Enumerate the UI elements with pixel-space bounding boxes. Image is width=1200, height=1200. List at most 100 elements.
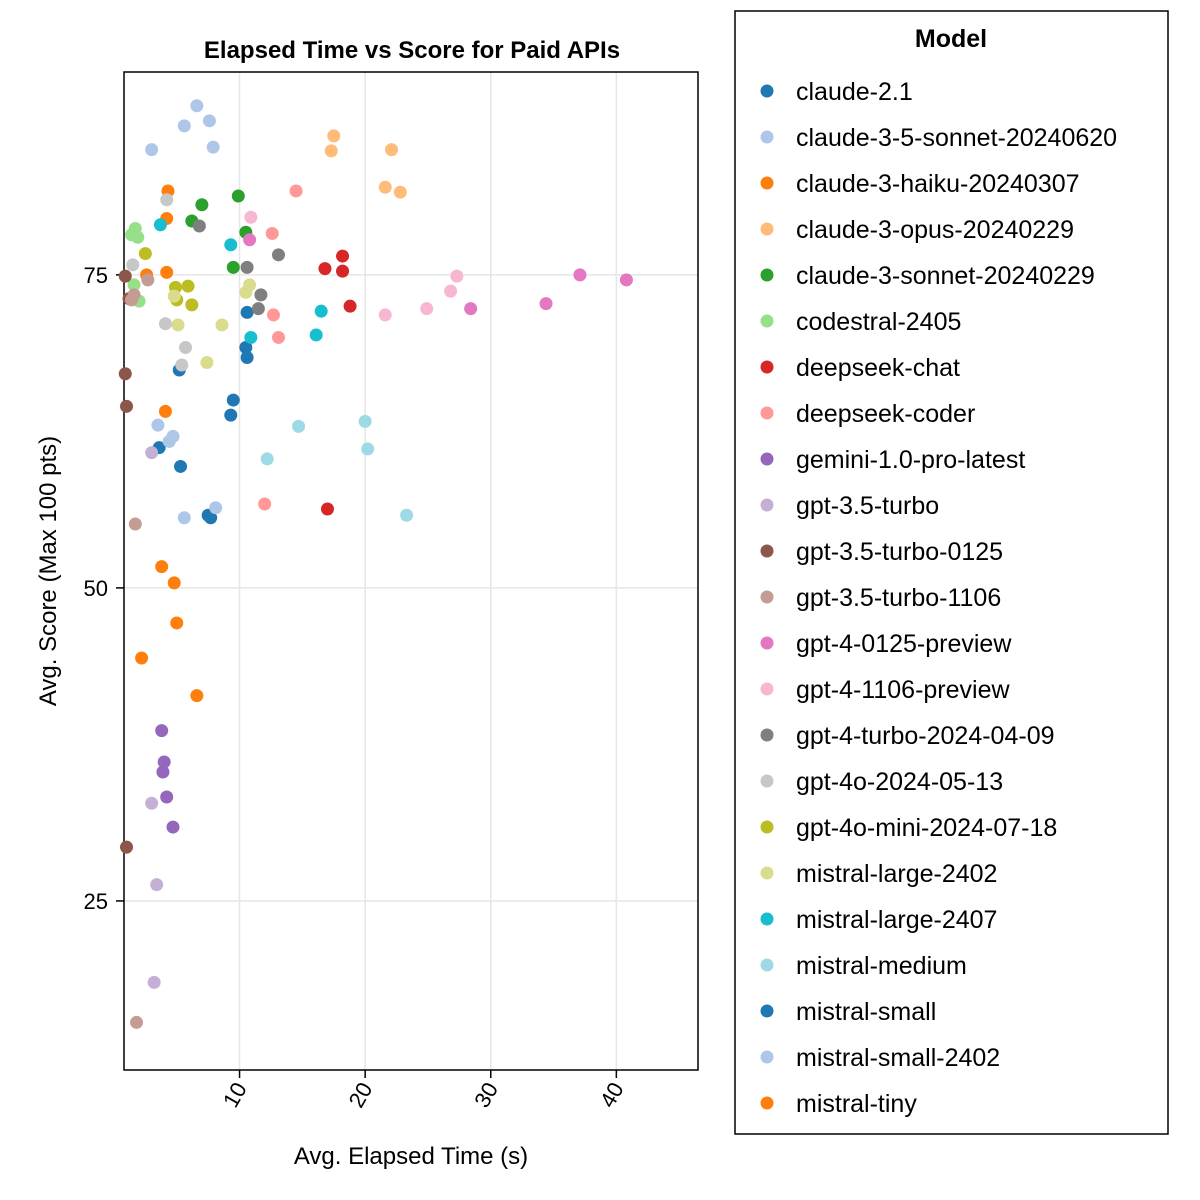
- data-point-mistral-tiny: [170, 616, 184, 630]
- data-point-deepseek-chat: [343, 299, 357, 313]
- data-point-mistral-large-2407: [309, 328, 323, 342]
- data-point-mistral-large-2407: [153, 218, 167, 232]
- data-point-claude-3-sonnet-20240229: [231, 189, 245, 203]
- legend-marker: [760, 1050, 774, 1064]
- data-point-codestral-2405: [127, 278, 141, 292]
- data-point-gpt-4-turbo-2024-04-09: [240, 260, 254, 274]
- data-point-gpt-4o-2024-05-13: [126, 258, 140, 272]
- data-point-deepseek-chat: [318, 262, 332, 276]
- legend-marker: [760, 590, 774, 604]
- data-point-gpt-4o-mini-2024-07-18: [138, 247, 152, 261]
- legend-marker: [760, 498, 774, 512]
- data-point-gpt-3-5-turbo-1106: [130, 1015, 144, 1029]
- legend-marker: [760, 1096, 774, 1110]
- data-point-deepseek-coder: [266, 308, 280, 322]
- data-point-claude-3-opus-20240229: [324, 144, 338, 158]
- data-point-gpt-4-1106-preview: [244, 210, 258, 224]
- data-point-claude-3-5-sonnet-20240620: [190, 99, 204, 113]
- legend-label: gpt-3.5-turbo-0125: [796, 538, 1003, 566]
- data-point-gemini-1-0-pro-latest: [157, 755, 171, 769]
- data-point-gpt-4-1106-preview: [450, 269, 464, 283]
- legend-marker: [760, 958, 774, 972]
- data-point-mistral-medium: [292, 419, 306, 433]
- data-point-mistral-medium: [260, 452, 274, 466]
- data-point-deepseek-coder: [258, 497, 272, 511]
- data-point-gpt-3-5-turbo-0125: [118, 367, 132, 381]
- data-point-gpt-3-5-turbo: [147, 975, 161, 989]
- data-point-gpt-3-5-turbo-1106: [141, 273, 155, 287]
- legend-title: Model: [915, 25, 987, 53]
- data-point-claude-3-sonnet-20240229: [195, 198, 209, 212]
- x-axis-label: Avg. Elapsed Time (s): [294, 1143, 528, 1170]
- y-tick-label: 75: [84, 263, 108, 288]
- y-tick-label: 25: [84, 889, 108, 914]
- data-point-deepseek-coder: [289, 184, 303, 198]
- data-point-codestral-2405: [131, 230, 145, 244]
- data-point-claude-3-opus-20240229: [385, 143, 399, 157]
- data-point-mistral-large-2402: [239, 285, 253, 299]
- data-points: [118, 99, 633, 1029]
- data-point-claude-3-opus-20240229: [327, 129, 341, 143]
- data-point-claude-2-1: [204, 511, 218, 525]
- legend-frame: [734, 10, 1169, 1135]
- data-point-claude-3-5-sonnet-20240620: [166, 429, 180, 443]
- data-point-gpt-3-5-turbo-0125: [120, 399, 134, 413]
- legend-marker: [760, 360, 774, 374]
- data-point-gpt-3-5-turbo-1106: [128, 517, 142, 531]
- data-point-gpt-4-1106-preview: [378, 308, 392, 322]
- data-point-gpt-3-5-turbo-1106: [125, 293, 139, 307]
- data-point-gpt-4o-2024-05-13: [179, 340, 193, 354]
- data-point-claude-3-5-sonnet-20240620: [151, 418, 165, 432]
- legend-label: deepseek-chat: [796, 354, 960, 382]
- legend-label: claude-3-sonnet-20240229: [796, 262, 1095, 290]
- data-point-mistral-medium: [358, 414, 372, 428]
- legend-marker: [760, 1004, 774, 1018]
- data-point-mistral-large-2402: [215, 318, 229, 332]
- legend-marker: [760, 452, 774, 466]
- data-point-claude-3-5-sonnet-20240620: [206, 140, 220, 154]
- legend-marker: [760, 728, 774, 742]
- data-point-gpt-4-1106-preview: [420, 302, 434, 316]
- legend-label: claude-3-haiku-20240307: [796, 170, 1080, 198]
- legend-label: mistral-small-2402: [796, 1044, 1000, 1072]
- data-point-mistral-large-2407: [224, 238, 238, 252]
- data-point-claude-2-1: [226, 393, 240, 407]
- data-point-gpt-4o-2024-05-13: [175, 358, 189, 372]
- legend-label: claude-2.1: [796, 78, 913, 106]
- data-point-claude-3-5-sonnet-20240620: [202, 114, 216, 128]
- data-point-gpt-4o-mini-2024-07-18: [185, 298, 199, 312]
- data-point-gpt-4-turbo-2024-04-09: [254, 288, 268, 302]
- data-point-claude-3-opus-20240229: [393, 185, 407, 199]
- data-point-gpt-3-5-turbo-0125: [118, 269, 132, 283]
- data-point-mistral-tiny: [135, 651, 149, 665]
- data-point-mistral-large-2402: [200, 356, 214, 370]
- legend-label: codestral-2405: [796, 308, 961, 336]
- legend-marker: [760, 222, 774, 236]
- legend-marker: [760, 406, 774, 420]
- data-point-mistral-large-2407: [314, 304, 328, 318]
- y-axis-label: Avg. Score (Max 100 pts): [35, 436, 62, 706]
- chart-title: Elapsed Time vs Score for Paid APIs: [204, 37, 620, 64]
- legend-marker: [760, 774, 774, 788]
- data-point-gemini-1-0-pro-latest: [156, 765, 170, 779]
- data-point-mistral-medium: [400, 508, 414, 522]
- legend-label: mistral-tiny: [796, 1090, 917, 1118]
- legend-label: gpt-3.5-turbo-1106: [796, 584, 1001, 612]
- data-point-claude-2-1: [239, 340, 253, 354]
- legend-label: deepseek-coder: [796, 400, 975, 428]
- data-point-gemini-1-0-pro-latest: [166, 820, 180, 834]
- legend-marker: [760, 866, 774, 880]
- data-point-gemini-1-0-pro-latest: [160, 790, 174, 804]
- data-point-mistral-medium: [361, 442, 375, 456]
- data-point-gpt-4-turbo-2024-04-09: [271, 248, 285, 262]
- legend-label: mistral-medium: [796, 952, 967, 980]
- data-point-claude-2-1: [224, 408, 238, 422]
- plot-area: [123, 71, 699, 1071]
- legend-label: gpt-4-turbo-2024-04-09: [796, 722, 1055, 750]
- data-point-gpt-3-5-turbo: [150, 878, 164, 892]
- legend-label: claude-3-5-sonnet-20240620: [796, 124, 1117, 152]
- data-point-claude-3-5-sonnet-20240620: [145, 143, 159, 157]
- legend-label: claude-3-opus-20240229: [796, 216, 1074, 244]
- y-tick-label: 50: [84, 576, 108, 601]
- data-point-gpt-4-0125-preview: [573, 268, 587, 282]
